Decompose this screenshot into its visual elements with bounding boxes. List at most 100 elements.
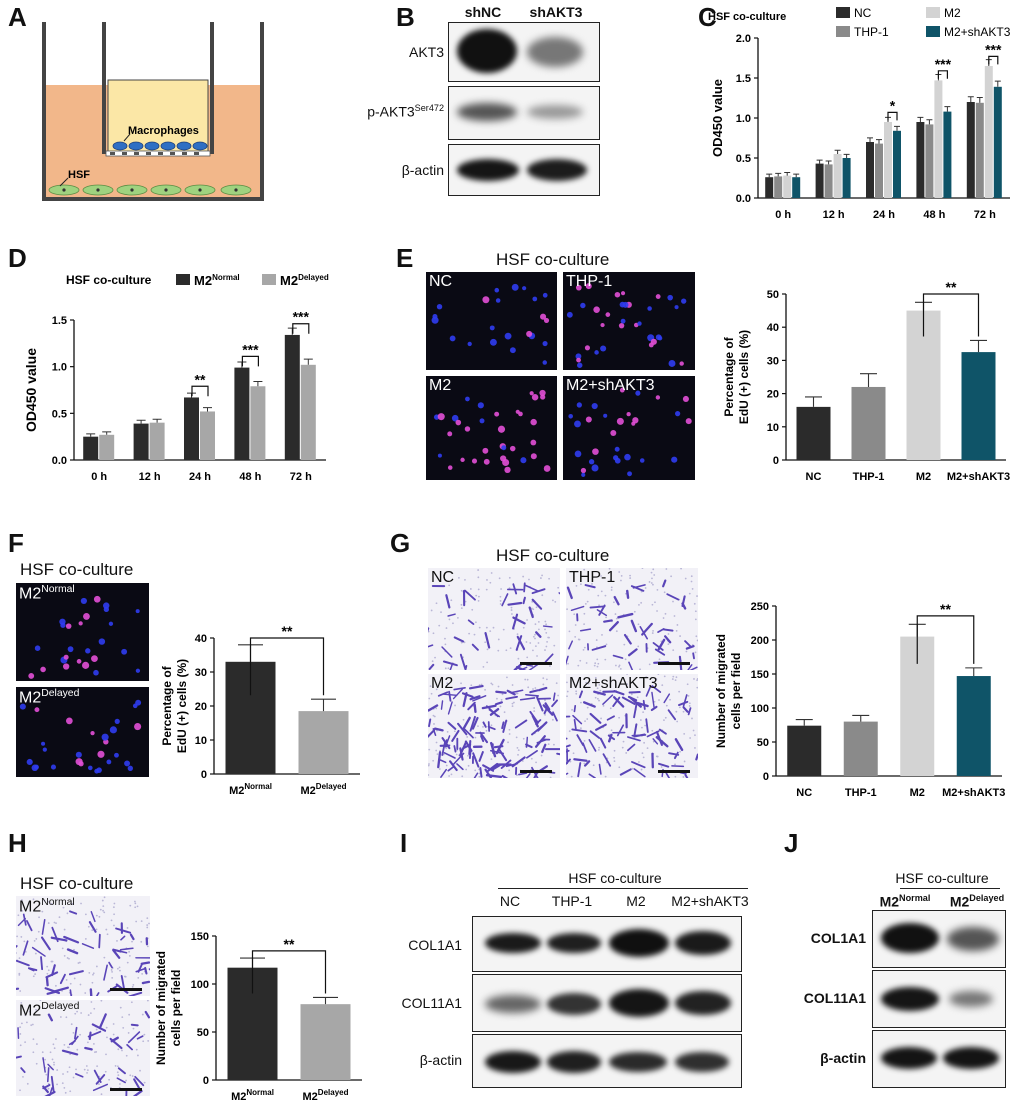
chart-c-err-2-1 (876, 139, 882, 144)
chart-c-legend-1: M2 (944, 6, 961, 20)
chart-d-xtick-2: 24 h (189, 471, 211, 483)
chart-d-ytick-0: 0.0 (52, 455, 67, 467)
chart-e-ytick-2: 20 (767, 389, 779, 401)
chart-c-legend-swatch-0 (836, 7, 850, 18)
chart-e-xtick-1: THP-1 (853, 471, 885, 483)
chart-c-ylabel: OD450 value (710, 79, 725, 157)
chart-c-sig-0-label: * (890, 97, 896, 113)
chart-d-sig-1 (241, 355, 259, 367)
chart-d-err-3-1 (253, 380, 263, 387)
blot-i-col1a1 (472, 916, 742, 972)
blot-i-row-col1a1: COL1A1 (408, 937, 462, 953)
chart-g-ytick-5: 250 (751, 601, 769, 613)
chart-c-legend-3: M2+shAKT3 (944, 25, 1011, 39)
chart-c-bar-3-2 (934, 80, 943, 198)
chart-c-ytick-1: 0.5 (736, 153, 751, 165)
blot-b-row-bactin: β-actin (401, 162, 444, 178)
panel-h-title: HSF co-culture (20, 874, 134, 893)
chart-c-xtick-2: 24 h (873, 209, 895, 221)
chart-g-ytick-3: 150 (751, 669, 769, 681)
chart-d-xtick-3: 48 h (239, 471, 261, 483)
chart-f-err-1 (311, 698, 336, 712)
chart-d-sig-2 (292, 323, 310, 334)
blot-j-lane-delayed: M2Delayed (949, 893, 1005, 910)
chart-f-sig-label: ** (282, 623, 293, 639)
panel-letter-f: F (8, 528, 24, 558)
chart-c-legend-0: NC (854, 6, 872, 20)
chart-d-legend-swatch-1 (262, 274, 276, 285)
chart-e-err-1 (860, 373, 877, 387)
chart-c-bar-2-0 (866, 142, 874, 198)
chart-d-xtick-4: 72 h (290, 471, 312, 483)
chart-c-bar-2-2 (884, 122, 892, 198)
chart-c-bar-4-2 (984, 66, 993, 198)
blot-j-row-bactin: β-actin (820, 1050, 866, 1066)
chart-d-bar-0-0 (83, 436, 99, 460)
macrophages-label: Macrophages (128, 125, 199, 137)
chart-h-ytick-2: 100 (191, 979, 209, 991)
chart-d-err-1-0 (136, 419, 146, 424)
chart-e-ylabel: Percentage ofEdU (+) cells (%) (722, 330, 751, 424)
blot-b-pakt3 (448, 86, 600, 140)
chart-c-legend-swatch-2 (836, 26, 850, 37)
chart-f-ylabel: Percentage ofEdU (+) cells (%) (160, 659, 189, 753)
chart-d-ylabel: OD450 value (23, 348, 39, 432)
blot-b-row-pakt3: p-AKT3Ser472 (367, 103, 444, 120)
chart-d-err-0-1 (102, 431, 112, 435)
chart-g: 0 50 100 150 200 250 Number of migratedcells p… (714, 601, 1005, 799)
chart-c-ytick-4: 2.0 (736, 33, 751, 45)
chart-d-err-2-1 (203, 407, 212, 412)
chart-h-sig (251, 950, 327, 994)
chart-e-bar-3 (961, 352, 996, 460)
blot-i-lane-m2: M2 (626, 893, 646, 909)
chart-d-legend-1: M2Delayed (280, 273, 329, 288)
chart-d-title: HSF co-culture (66, 273, 152, 287)
chart-c-xtick-4: 72 h (974, 209, 996, 221)
chart-c-bar-0-0 (765, 177, 774, 198)
chart-h-ytick-1: 50 (197, 1027, 209, 1039)
panel-letter-a: A (8, 2, 27, 32)
chart-g-xtick-3: M2+shAKT3 (942, 787, 1005, 799)
chart-g-xtick-0: NC (796, 787, 812, 799)
chart-d-bar-1-1 (149, 422, 165, 460)
blot-j-header: HSF co-culture (895, 870, 989, 886)
chart-g-ylabel: Number of migratedcells per field (714, 634, 743, 748)
chart-c-err-0-2 (784, 172, 791, 176)
chart-c-sig-2 (988, 55, 999, 65)
chart-h-xtick-1: M2Delayed (303, 1088, 349, 1103)
macrophage-cells (112, 141, 208, 151)
panel-letter-j: J (784, 828, 799, 858)
chart-g-ytick-4: 200 (751, 635, 769, 647)
chart-g-ytick-0: 0 (763, 771, 769, 783)
panel-letter-d: D (8, 243, 27, 273)
chart-d-ytick-3: 1.5 (52, 315, 67, 327)
edu-image-nc: NC (426, 272, 557, 370)
chart-f-sig (249, 637, 325, 696)
chart-h: 0 50 100 150 Number of migratedcells per fie… (154, 931, 362, 1103)
chart-e-xtick-0: NC (806, 471, 822, 483)
chart-c-sig-0 (887, 111, 898, 121)
blot-j-bactin (872, 1030, 1006, 1088)
chart-c-bar-1-1 (824, 164, 833, 198)
membrane (105, 150, 211, 157)
blot-b-lane-shakt3: shAKT3 (529, 4, 583, 20)
chart-c: HSF co-culture NC M2 THP-1 M2+shAKT3 0.0 0.5 1.… (708, 6, 1011, 221)
chart-e-xtick-2: M2 (916, 471, 931, 483)
panel-g-title: HSF co-culture (496, 546, 610, 565)
chart-h-sig-label: ** (284, 936, 295, 952)
blot-i-bactin (472, 1034, 742, 1088)
edu-image-m2-delayed: M2Delayed (16, 687, 149, 777)
edu-image-m2: M2 (426, 376, 557, 480)
blot-j-row-col11a1: COL11A1 (803, 990, 866, 1006)
blot-b-lane-shnc: shNC (464, 4, 502, 20)
chart-c-err-3-0 (917, 116, 924, 122)
chart-d-bar-4-0 (284, 334, 300, 460)
panel-f-title: HSF co-culture (20, 560, 134, 579)
panel-letter-h: H (8, 828, 27, 858)
chart-e-ytick-5: 50 (767, 289, 779, 301)
blot-b-akt3 (448, 22, 600, 82)
chart-d-bar-3-0 (234, 367, 250, 460)
chart-c-err-1-3 (843, 153, 850, 158)
chart-c-bar-1-2 (833, 154, 842, 198)
transwell-diagram: Macrophages HSF (42, 22, 264, 201)
